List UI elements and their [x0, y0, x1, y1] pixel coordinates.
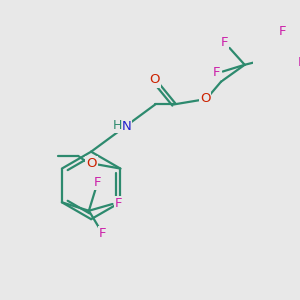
Text: F: F	[94, 176, 101, 189]
Text: N: N	[122, 120, 131, 133]
Text: F: F	[99, 227, 106, 240]
Text: F: F	[298, 56, 300, 69]
Text: F: F	[115, 197, 122, 210]
Text: O: O	[149, 74, 160, 86]
Text: O: O	[200, 92, 210, 105]
Text: F: F	[221, 35, 228, 49]
Text: F: F	[279, 25, 286, 38]
Text: H: H	[112, 119, 122, 132]
Text: F: F	[213, 66, 220, 79]
Text: O: O	[86, 157, 97, 170]
